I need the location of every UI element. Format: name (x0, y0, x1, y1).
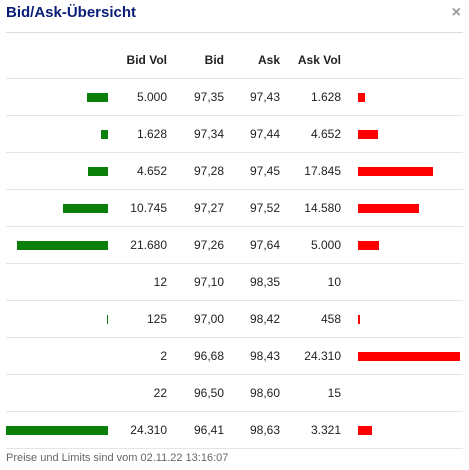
ask-volume-bar (358, 130, 378, 139)
bid-volume-bar-cell (6, 79, 108, 115)
bid-vol-cell: 2 (160, 349, 167, 363)
bid-volume-bar (17, 241, 108, 250)
table-row: 24.310 96,41 98,63 3.321 (6, 412, 463, 449)
ask-price-cell: 97,64 (249, 238, 280, 252)
ask-volume-bar (358, 315, 360, 324)
ask-vol-cell: 458 (320, 312, 341, 326)
header-bid: Bid (204, 53, 224, 67)
table-row: 22 96,50 98,60 15 (6, 375, 463, 412)
bid-price-cell: 96,41 (193, 423, 224, 437)
bid-price-cell: 96,50 (193, 386, 224, 400)
ask-vol-cell: 5.000 (310, 238, 341, 252)
bid-volume-bar (6, 426, 108, 435)
ask-vol-cell: 1.628 (310, 90, 341, 104)
ask-price-cell: 98,63 (249, 423, 280, 437)
ask-vol-cell: 14.580 (304, 201, 341, 215)
table-row: 4.652 97,28 97,45 17.845 (6, 153, 463, 190)
bid-vol-cell: 24.310 (130, 423, 167, 437)
close-icon[interactable]: × (451, 4, 461, 21)
bid-volume-bar (107, 315, 108, 324)
ask-volume-bar-cell (358, 338, 463, 374)
bid-vol-cell: 10.745 (130, 201, 167, 215)
header-bid-vol: Bid Vol (126, 53, 167, 67)
bid-vol-cell: 125 (146, 312, 167, 326)
bid-vol-cell: 1.628 (136, 127, 167, 141)
timestamp-note: Preise und Limits sind vom 02.11.22 13:1… (6, 452, 229, 464)
ask-price-cell: 98,43 (249, 349, 280, 363)
ask-volume-bar-cell (358, 116, 463, 152)
title-divider (6, 32, 463, 33)
ask-volume-bar (358, 93, 365, 102)
table-header: Bid Vol Bid Ask Ask Vol (6, 42, 463, 79)
ask-price-cell: 98,35 (249, 275, 280, 289)
bid-vol-cell: 12 (153, 275, 167, 289)
bid-vol-cell: 22 (153, 386, 167, 400)
bid-price-cell: 97,34 (193, 127, 224, 141)
ask-volume-bar-cell (358, 301, 463, 337)
ask-price-cell: 97,52 (249, 201, 280, 215)
ask-volume-bar (358, 167, 433, 176)
bid-price-cell: 97,26 (193, 238, 224, 252)
ask-volume-bar-cell (358, 264, 463, 300)
bid-volume-bar (101, 130, 108, 139)
ask-vol-cell: 10 (327, 275, 341, 289)
bid-volume-bar-cell (6, 301, 108, 337)
table-row: 1.628 97,34 97,44 4.652 (6, 116, 463, 153)
ask-vol-cell: 17.845 (304, 164, 341, 178)
header-ask: Ask (257, 53, 280, 67)
bid-price-cell: 96,68 (193, 349, 224, 363)
ask-price-cell: 97,45 (249, 164, 280, 178)
table-row: 10.745 97,27 97,52 14.580 (6, 190, 463, 227)
bid-volume-bar-cell (6, 338, 108, 374)
ask-volume-bar (358, 204, 419, 213)
table-row: 12 97,10 98,35 10 (6, 264, 463, 301)
bid-volume-bar-cell (6, 412, 108, 448)
header-ask-vol: Ask Vol (297, 53, 341, 67)
bid-price-cell: 97,35 (193, 90, 224, 104)
table-row: 2 96,68 98,43 24.310 (6, 338, 463, 375)
bid-volume-bar (63, 204, 108, 213)
ask-price-cell: 98,42 (249, 312, 280, 326)
bid-ask-table: Bid Vol Bid Ask Ask Vol 5.000 97,35 97,43 1… (6, 42, 463, 449)
bid-price-cell: 97,28 (193, 164, 224, 178)
bid-volume-bar-cell (6, 190, 108, 226)
bid-volume-bar-cell (6, 116, 108, 152)
ask-volume-bar-cell (358, 79, 463, 115)
table-row: 5.000 97,35 97,43 1.628 (6, 79, 463, 116)
bid-volume-bar (87, 93, 108, 102)
ask-volume-bar (358, 241, 379, 250)
table-row: 21.680 97,26 97,64 5.000 (6, 227, 463, 264)
ask-price-cell: 97,43 (249, 90, 280, 104)
bid-volume-bar-cell (6, 264, 108, 300)
ask-volume-bar-cell (358, 227, 463, 263)
bid-volume-bar-cell (6, 153, 108, 189)
ask-vol-cell: 15 (327, 386, 341, 400)
bid-vol-cell: 21.680 (130, 238, 167, 252)
ask-volume-bar (358, 426, 372, 435)
bid-vol-cell: 4.652 (136, 164, 167, 178)
window-title: Bid/Ask-Übersicht (6, 4, 137, 21)
bid-price-cell: 97,27 (193, 201, 224, 215)
ask-vol-cell: 24.310 (304, 349, 341, 363)
bid-volume-bar (88, 167, 108, 176)
ask-vol-cell: 4.652 (310, 127, 341, 141)
bid-price-cell: 97,00 (193, 312, 224, 326)
table-body: 5.000 97,35 97,43 1.628 1.628 97,34 97,44 4.652… (6, 79, 463, 449)
bid-volume-bar-cell (6, 375, 108, 411)
bid-volume-bar-cell (6, 227, 108, 263)
ask-vol-cell: 3.321 (310, 423, 341, 437)
bid-vol-cell: 5.000 (136, 90, 167, 104)
ask-volume-bar (358, 352, 460, 361)
ask-volume-bar-cell (358, 375, 463, 411)
bid-price-cell: 97,10 (193, 275, 224, 289)
table-row: 125 97,00 98,42 458 (6, 301, 463, 338)
ask-volume-bar-cell (358, 412, 463, 448)
ask-price-cell: 97,44 (249, 127, 280, 141)
ask-volume-bar-cell (358, 190, 463, 226)
ask-price-cell: 98,60 (249, 386, 280, 400)
ask-volume-bar-cell (358, 153, 463, 189)
